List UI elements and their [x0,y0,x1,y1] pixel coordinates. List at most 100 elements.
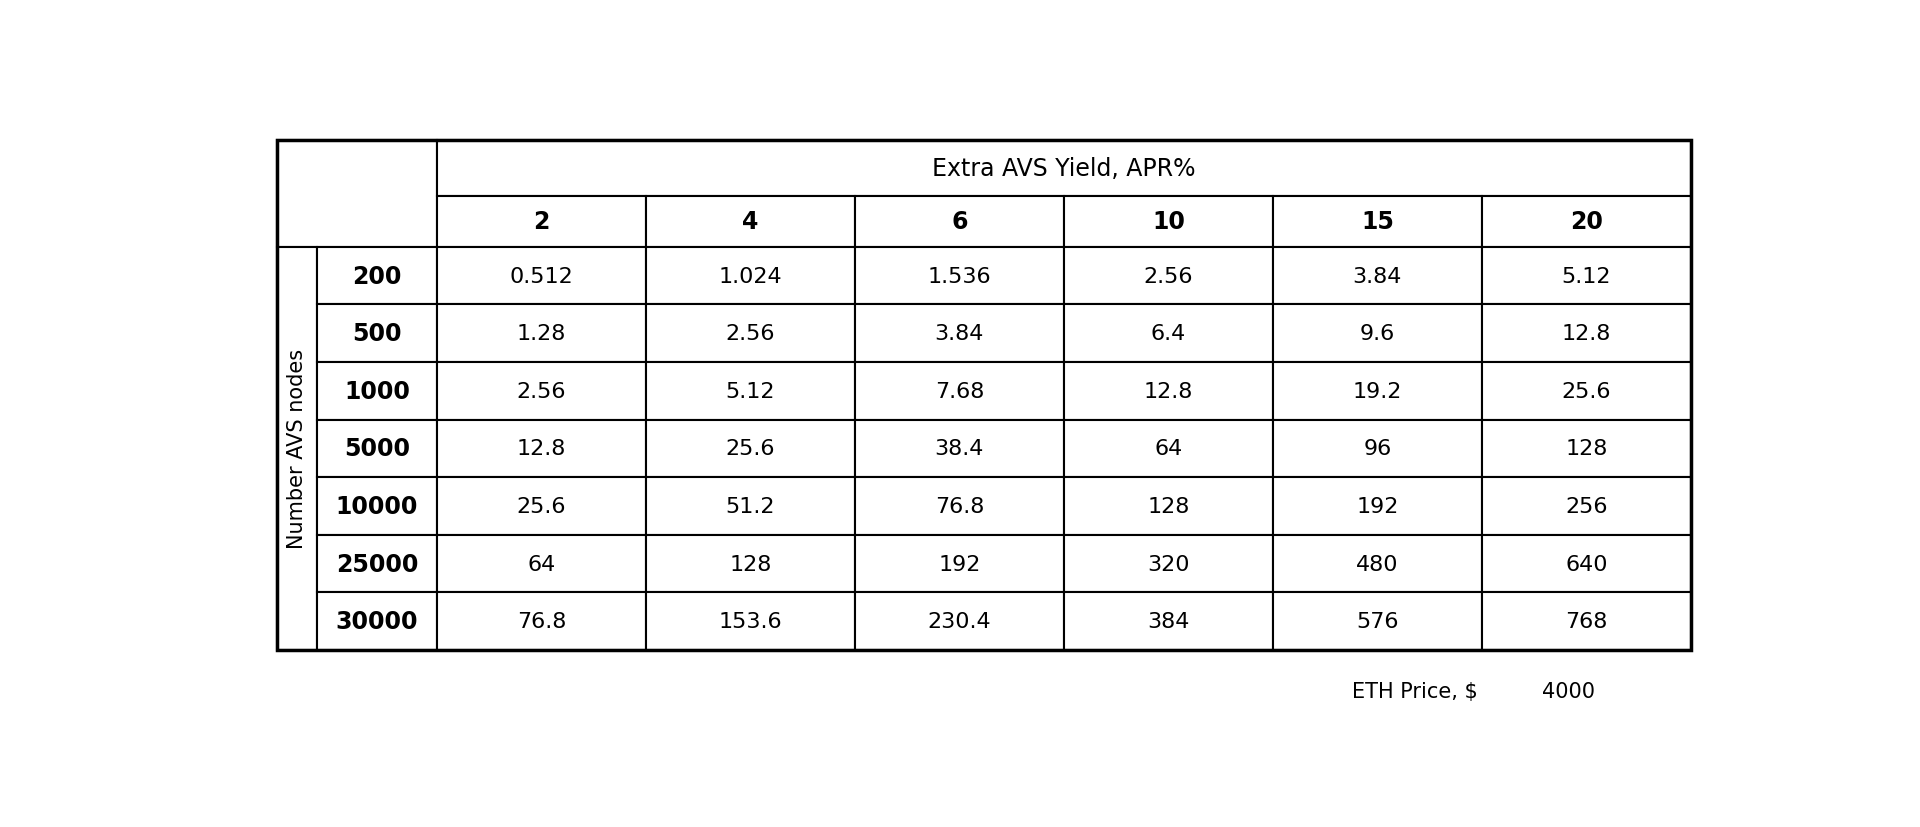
Text: 768: 768 [1565,611,1607,631]
Bar [854,305,1064,362]
Bar [645,593,854,650]
Text: 500: 500 [351,322,401,346]
Text: 576: 576 [1356,611,1398,631]
Text: 256: 256 [1565,496,1607,516]
Bar [1482,420,1692,477]
Bar [276,141,1692,650]
Bar [438,197,645,247]
Text: 2.56: 2.56 [1144,266,1192,286]
Bar [317,362,438,420]
Bar [1273,197,1482,247]
Bar [854,362,1064,420]
Text: 19.2: 19.2 [1354,381,1402,401]
Text: 76.8: 76.8 [935,496,985,516]
Text: 64: 64 [528,554,555,574]
Bar [1273,247,1482,305]
Bar [854,477,1064,535]
Bar [1482,593,1692,650]
Bar [854,535,1064,593]
Text: 10000: 10000 [336,495,419,519]
Bar [1064,247,1273,305]
Bar [645,420,854,477]
Text: 4000: 4000 [1542,681,1596,701]
Text: 1.024: 1.024 [718,266,781,286]
Bar [645,247,854,305]
Bar [1273,362,1482,420]
Text: 128: 128 [1565,439,1607,459]
Text: 1.28: 1.28 [516,324,566,344]
Text: 192: 192 [939,554,981,574]
Bar [1273,535,1482,593]
Bar [1064,362,1273,420]
Bar [645,362,854,420]
Text: Extra AVS Yield, APR%: Extra AVS Yield, APR% [931,156,1196,180]
Bar [1273,477,1482,535]
Bar [438,593,645,650]
Text: 6.4: 6.4 [1150,324,1187,344]
Bar [317,535,438,593]
Text: ETH Price, $: ETH Price, $ [1352,681,1476,701]
Bar [317,305,438,362]
Text: 30000: 30000 [336,609,419,633]
Text: 76.8: 76.8 [516,611,566,631]
Bar [317,477,438,535]
Text: 230.4: 230.4 [927,611,991,631]
Text: 10: 10 [1152,210,1185,234]
Bar [645,305,854,362]
Bar [1482,477,1692,535]
Text: 12.8: 12.8 [1144,381,1192,401]
Text: 2: 2 [534,210,549,234]
Text: 64: 64 [1154,439,1183,459]
Text: 25.6: 25.6 [1561,381,1611,401]
Text: 5.12: 5.12 [1561,266,1611,286]
Bar [1482,247,1692,305]
Text: 2.56: 2.56 [516,381,566,401]
Bar [854,197,1064,247]
Text: 3.84: 3.84 [1354,266,1402,286]
Text: 6: 6 [950,210,968,234]
Text: 153.6: 153.6 [718,611,781,631]
Text: 5000: 5000 [344,437,409,461]
Bar [645,477,854,535]
Bar [276,247,317,650]
Text: 2.56: 2.56 [726,324,776,344]
Bar [1064,420,1273,477]
Bar [1064,535,1273,593]
Bar [1064,593,1273,650]
Text: 128: 128 [730,554,772,574]
Bar [1064,305,1273,362]
Bar [854,593,1064,650]
Text: 12.8: 12.8 [516,439,566,459]
Bar [438,247,645,305]
Text: 480: 480 [1356,554,1398,574]
Bar [854,247,1064,305]
Bar [317,420,438,477]
Bar [317,593,438,650]
Bar [276,141,438,247]
Bar [1064,477,1273,535]
Bar [438,141,1692,197]
Bar [645,197,854,247]
Text: 20: 20 [1571,210,1603,234]
Bar [1482,197,1692,247]
Bar [1482,305,1692,362]
Bar [1273,593,1482,650]
Text: 3.84: 3.84 [935,324,985,344]
Bar [438,305,645,362]
Text: 51.2: 51.2 [726,496,776,516]
Text: 192: 192 [1356,496,1398,516]
Text: 320: 320 [1146,554,1190,574]
Text: 640: 640 [1565,554,1607,574]
Bar [438,362,645,420]
Bar [438,420,645,477]
Bar [438,477,645,535]
Bar [438,535,645,593]
Bar [1064,197,1273,247]
Text: 1.536: 1.536 [927,266,991,286]
Text: 128: 128 [1146,496,1190,516]
Text: 5.12: 5.12 [726,381,776,401]
Bar [1273,305,1482,362]
Bar [1482,535,1692,593]
Bar [854,420,1064,477]
Text: 0.512: 0.512 [509,266,574,286]
